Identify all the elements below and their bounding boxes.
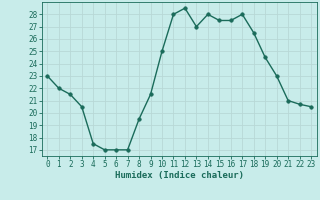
X-axis label: Humidex (Indice chaleur): Humidex (Indice chaleur) bbox=[115, 171, 244, 180]
